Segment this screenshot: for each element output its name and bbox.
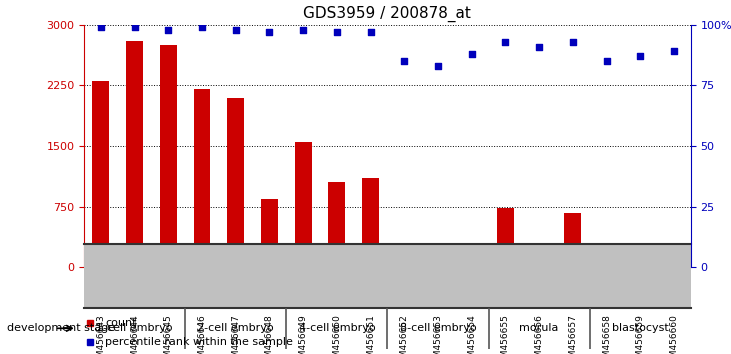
Bar xyxy=(93,81,110,267)
Point xyxy=(466,51,477,57)
Bar xyxy=(430,261,447,267)
Point xyxy=(635,53,646,59)
Point xyxy=(432,63,444,69)
Title: GDS3959 / 200878_at: GDS3959 / 200878_at xyxy=(303,6,471,22)
Bar xyxy=(564,213,581,267)
Point xyxy=(331,29,343,35)
Point xyxy=(298,27,309,33)
Point xyxy=(196,24,208,30)
Point xyxy=(162,27,174,33)
Bar xyxy=(194,90,211,267)
Bar xyxy=(632,252,648,267)
Text: development stage: development stage xyxy=(7,323,115,333)
Text: 2-cell embryo: 2-cell embryo xyxy=(197,323,274,333)
Bar xyxy=(261,199,278,267)
Point xyxy=(365,29,376,35)
Bar xyxy=(463,251,480,267)
Text: 8-cell embryo: 8-cell embryo xyxy=(400,323,477,333)
Bar xyxy=(160,45,177,267)
Text: blastocyst: blastocyst xyxy=(612,323,669,333)
Bar xyxy=(227,97,244,267)
Text: 1-cell embryo: 1-cell embryo xyxy=(96,323,173,333)
Point xyxy=(668,48,680,54)
Point xyxy=(567,39,579,45)
Text: percentile rank within the sample: percentile rank within the sample xyxy=(105,337,293,347)
Point xyxy=(95,24,107,30)
Point xyxy=(533,44,545,50)
Text: morula: morula xyxy=(520,323,558,333)
Point xyxy=(398,58,410,64)
Bar xyxy=(531,245,548,267)
Text: count: count xyxy=(105,318,137,328)
Text: 4-cell embryo: 4-cell embryo xyxy=(298,323,375,333)
Bar xyxy=(295,142,311,267)
Point xyxy=(601,58,613,64)
Bar xyxy=(328,182,345,267)
Point xyxy=(499,39,511,45)
Bar xyxy=(665,250,682,267)
Point xyxy=(230,27,241,33)
Bar xyxy=(396,262,413,267)
Bar xyxy=(598,259,615,267)
Point xyxy=(129,24,140,30)
Bar xyxy=(497,208,514,267)
Point xyxy=(264,29,276,35)
Bar xyxy=(362,178,379,267)
Bar xyxy=(126,41,143,267)
